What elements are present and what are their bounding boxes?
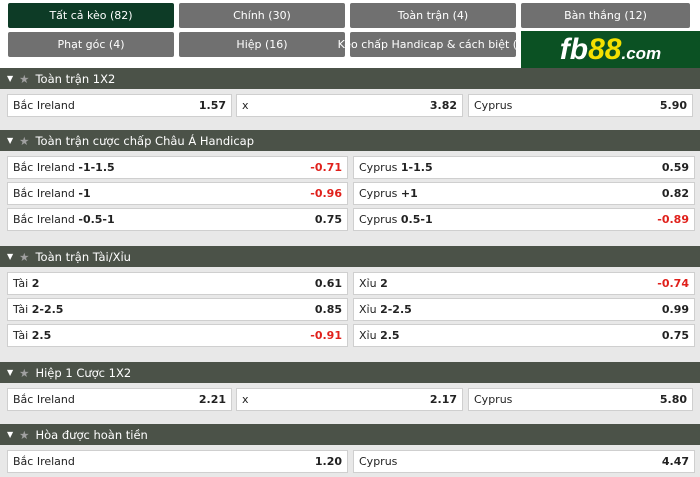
odds-value: 1.57 [198,99,226,112]
odds-cell[interactable]: x 2.17 [236,388,463,411]
section-title: Toàn trận Tài/Xỉu [35,249,131,264]
odds-cell[interactable]: Cyprus 5.90 [468,94,693,117]
star-icon[interactable]: ★ [19,249,30,264]
odds-cell[interactable]: x 3.82 [236,94,463,117]
selection-label: x [242,99,249,112]
odds-value: 2.21 [198,393,226,406]
odds-cell[interactable]: Xỉu 2-2.5 0.99 [353,298,695,321]
odds-value: 0.61 [314,277,342,290]
selection-label: Bắc Ireland [13,455,75,468]
selection-label: Bắc Ireland -1-1.5 [13,161,115,174]
odds-cell[interactable]: Bắc Ireland 1.57 [7,94,232,117]
section-header[interactable]: ▼ ★ Toàn trận cược chấp Châu Á Handicap [0,130,700,151]
tab-1[interactable]: Chính (30) [179,3,345,28]
selection-label: Xỉu 2 [359,277,388,290]
section-title: Toàn trận 1X2 [35,71,116,86]
odds-value: -0.74 [657,277,689,290]
tab-0[interactable]: Tất cả kèo (82) [8,3,174,28]
section-header[interactable]: ▼ ★ Hòa được hoàn tiền [0,424,700,445]
selection-label: Cyprus +1 [359,187,418,200]
odds-value: 0.82 [661,187,689,200]
section-header[interactable]: ▼ ★ Toàn trận Tài/Xỉu [0,246,700,267]
odds-cell[interactable]: Tài 2-2.5 0.85 [7,298,348,321]
odds-value: 4.47 [661,455,689,468]
selection-label: Cyprus [474,99,513,112]
selection-label: Tài 2.5 [13,329,52,342]
section-header[interactable]: ▼ ★ Toàn trận 1X2 [0,68,700,89]
tab-5[interactable]: Hiệp (16) [179,32,345,57]
odds-cell[interactable]: Tài 2 0.61 [7,272,348,295]
odds-cell[interactable]: Bắc Ireland -1 -0.96 [7,182,348,205]
odds-value: -0.71 [310,161,342,174]
odds-cell[interactable]: Cyprus 5.80 [468,388,693,411]
star-icon[interactable]: ★ [19,133,30,148]
odds-cell[interactable]: Tài 2.5 -0.91 [7,324,348,347]
selection-label: Bắc Ireland -1 [13,187,91,200]
collapse-arrow-icon[interactable]: ▼ [7,74,14,83]
odds-value: 3.82 [429,99,457,112]
selection-label: Xỉu 2-2.5 [359,303,412,316]
odds-value: 0.59 [661,161,689,174]
odds-value: 0.75 [661,329,689,342]
tab-4[interactable]: Phạt góc (4) [8,32,174,57]
odds-cell[interactable]: Cyprus 1-1.5 0.59 [353,156,695,179]
tab-3[interactable]: Bàn thắng (12) [521,3,690,28]
odds-value: 1.20 [314,455,342,468]
selection-label: Tài 2-2.5 [13,303,64,316]
section-title: Hòa được hoàn tiền [35,427,148,442]
odds-cell[interactable]: Cyprus 4.47 [353,450,695,473]
odds-value: -0.96 [310,187,342,200]
collapse-arrow-icon[interactable]: ▼ [7,430,14,439]
odds-cell[interactable]: Bắc Ireland -0.5-1 0.75 [7,208,348,231]
selection-label: Bắc Ireland [13,99,75,112]
odds-cell[interactable]: Bắc Ireland 2.21 [7,388,232,411]
collapse-arrow-icon[interactable]: ▼ [7,252,14,261]
star-icon[interactable]: ★ [19,427,30,442]
tab-2[interactable]: Toàn trận (4) [350,3,516,28]
selection-label: Bắc Ireland [13,393,75,406]
odds-cell[interactable]: Bắc Ireland -1-1.5 -0.71 [7,156,348,179]
odds-value: -0.91 [310,329,342,342]
star-icon[interactable]: ★ [19,365,30,380]
section-header[interactable]: ▼ ★ Hiệp 1 Cược 1X2 [0,362,700,383]
fb88-logo: fb 88 .com [521,31,700,68]
collapse-arrow-icon[interactable]: ▼ [7,368,14,377]
odds-cell[interactable]: Cyprus +1 0.82 [353,182,695,205]
odds-cell[interactable]: Xỉu 2.5 0.75 [353,324,695,347]
selection-label: x [242,393,249,406]
star-icon[interactable]: ★ [19,71,30,86]
odds-value: 0.99 [661,303,689,316]
market-tabs: Tất cả kèo (82) Chính (30) Toàn trận (4) Bà… [0,0,700,68]
selection-label: Cyprus 0.5-1 [359,213,433,226]
odds-cell[interactable]: Bắc Ireland 1.20 [7,450,348,473]
selection-label: Cyprus [359,455,398,468]
odds-value: 5.90 [659,99,687,112]
odds-value: 2.17 [429,393,457,406]
odds-value: -0.89 [657,213,689,226]
section-title: Hiệp 1 Cược 1X2 [35,365,132,380]
selection-label: Cyprus 1-1.5 [359,161,433,174]
tab-6[interactable]: Kèo chấp Handicap & cách biệt (3) [338,32,528,57]
section-title: Toàn trận cược chấp Châu Á Handicap [35,133,255,148]
odds-value: 0.75 [314,213,342,226]
selection-label: Xỉu 2.5 [359,329,400,342]
odds-cell[interactable]: Xỉu 2 -0.74 [353,272,695,295]
odds-value: 5.80 [659,393,687,406]
odds-cell[interactable]: Cyprus 0.5-1 -0.89 [353,208,695,231]
collapse-arrow-icon[interactable]: ▼ [7,136,14,145]
odds-value: 0.85 [314,303,342,316]
selection-label: Cyprus [474,393,513,406]
selection-label: Tài 2 [13,277,40,290]
selection-label: Bắc Ireland -0.5-1 [13,213,115,226]
